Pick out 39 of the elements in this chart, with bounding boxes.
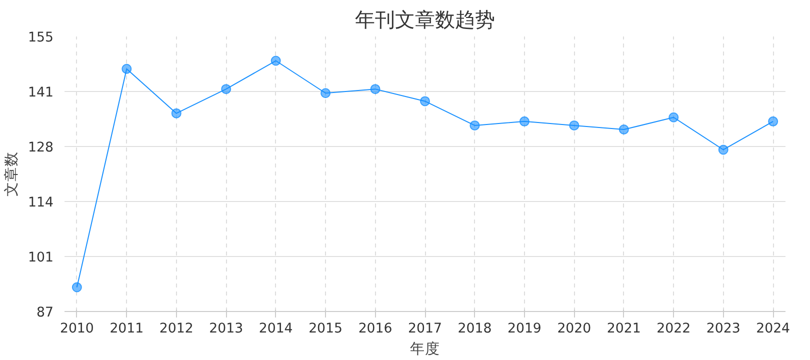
point	[519, 116, 530, 126]
y-tick-label: 128	[28, 140, 54, 156]
point	[668, 112, 679, 122]
point	[320, 88, 331, 98]
x-tick-label: 2020	[557, 322, 592, 336]
point	[72, 282, 82, 292]
x-tick-label: 2013	[209, 322, 244, 336]
x-tick-label: 2012	[159, 322, 194, 336]
point	[718, 144, 728, 155]
point	[768, 116, 778, 126]
x-tick-label: 2021	[606, 322, 641, 336]
x-tick-label: 2014	[258, 322, 293, 336]
x-tick-label: 2024	[756, 322, 790, 336]
x-tick-label: 2023	[706, 322, 740, 336]
y-axis-title: 文章数	[3, 152, 20, 196]
x-tick-label: 2022	[656, 322, 691, 336]
y-tick-label: 141	[28, 86, 54, 100]
y-tick-label: 114	[28, 196, 54, 210]
point	[470, 120, 480, 130]
point	[420, 96, 430, 106]
point	[122, 64, 132, 74]
y-tick-label: 155	[28, 30, 54, 46]
x-axis-title: 年度	[410, 340, 440, 358]
x-tick-label: 2011	[110, 322, 144, 336]
x-tick-label: 2010	[60, 322, 94, 336]
point	[221, 84, 232, 94]
x-tick-label: 2019	[507, 322, 542, 336]
point	[618, 124, 629, 135]
point	[270, 56, 281, 66]
point	[171, 108, 182, 118]
point	[370, 84, 380, 94]
point	[569, 120, 580, 130]
y-tick-label: 101	[28, 250, 54, 266]
x-tick-label: 2015	[308, 322, 343, 336]
chart-title: 年刊文章数趋势	[355, 8, 495, 32]
x-tick-label: 2017	[408, 322, 442, 336]
y-tick-label: 87	[36, 306, 54, 320]
x-tick-label: 2018	[458, 322, 492, 336]
x-tick-label: 2016	[358, 322, 392, 336]
